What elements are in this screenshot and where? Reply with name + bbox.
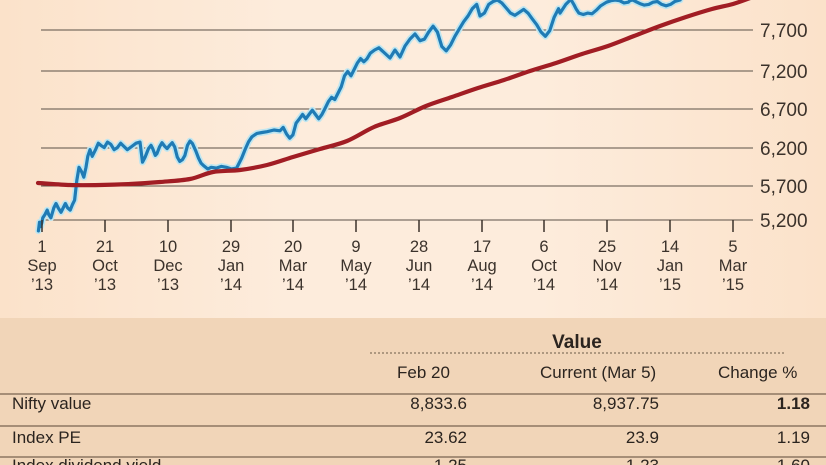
svg-text:Jun: Jun [406, 257, 433, 275]
svg-text:Dec: Dec [153, 257, 182, 275]
svg-text:’15: ’15 [722, 276, 744, 294]
svg-text:Jan: Jan [218, 257, 245, 275]
svg-text:5,200: 5,200 [760, 211, 808, 232]
svg-text:’15: ’15 [659, 276, 681, 294]
svg-text:Oct: Oct [92, 257, 118, 275]
svg-text:’14: ’14 [471, 276, 493, 294]
svg-text:10: 10 [159, 238, 177, 256]
svg-text:Mar: Mar [279, 257, 308, 275]
svg-text:5: 5 [728, 238, 737, 256]
svg-text:1: 1 [37, 238, 46, 256]
svg-text:’14: ’14 [282, 276, 304, 294]
svg-text:7,200: 7,200 [760, 62, 808, 83]
svg-text:Aug: Aug [467, 257, 496, 275]
svg-text:28: 28 [410, 238, 428, 256]
svg-text:5,700: 5,700 [760, 177, 808, 198]
svg-text:20: 20 [284, 238, 302, 256]
svg-text:29: 29 [222, 238, 240, 256]
svg-text:21: 21 [96, 238, 114, 256]
svg-text:’13: ’13 [94, 276, 116, 294]
svg-text:Mar: Mar [719, 257, 748, 275]
svg-text:6,200: 6,200 [760, 139, 808, 160]
svg-text:Sep: Sep [27, 257, 56, 275]
svg-text:6,700: 6,700 [760, 100, 808, 121]
svg-text:Jan: Jan [657, 257, 684, 275]
svg-text:25: 25 [598, 238, 616, 256]
svg-text:’14: ’14 [345, 276, 367, 294]
svg-text:’14: ’14 [408, 276, 430, 294]
svg-text:’14: ’14 [220, 276, 242, 294]
svg-text:6: 6 [539, 238, 548, 256]
svg-text:9: 9 [351, 238, 360, 256]
svg-text:Nov: Nov [592, 257, 622, 275]
svg-text:17: 17 [473, 238, 491, 256]
svg-text:’13: ’13 [31, 276, 53, 294]
svg-text:’13: ’13 [157, 276, 179, 294]
svg-text:May: May [340, 257, 372, 275]
svg-text:7,700: 7,700 [760, 21, 808, 42]
svg-text:Oct: Oct [531, 257, 557, 275]
svg-text:14: 14 [661, 238, 679, 256]
svg-text:’14: ’14 [533, 276, 555, 294]
svg-text:’14: ’14 [596, 276, 618, 294]
